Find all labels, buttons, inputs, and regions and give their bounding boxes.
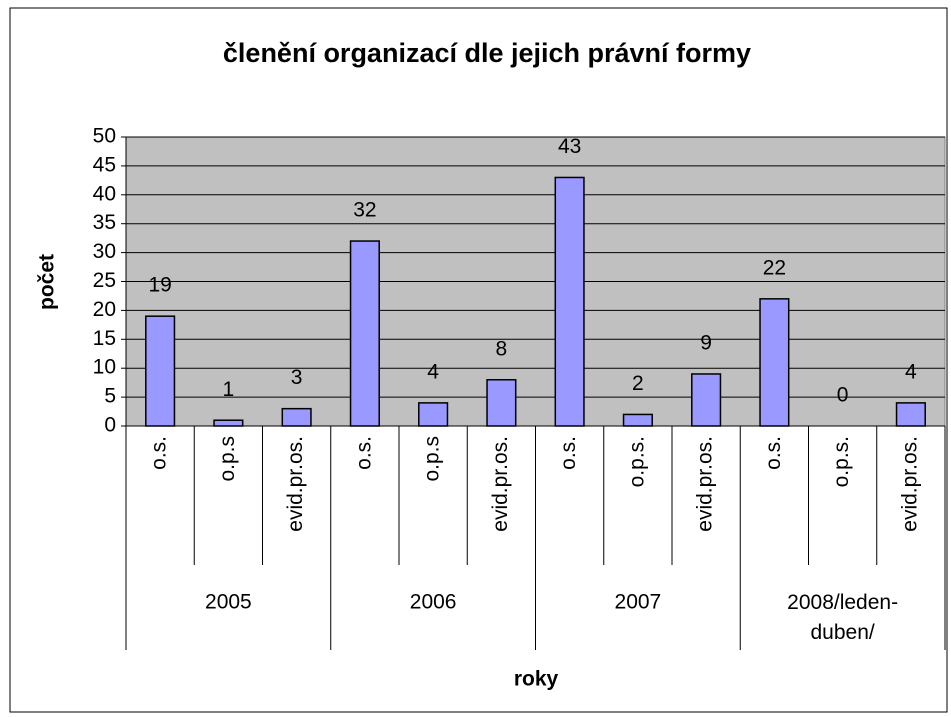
bar [691, 373, 722, 427]
data-label: 32 [353, 199, 376, 222]
y-tick-label: 50 [93, 125, 116, 148]
data-label: 43 [558, 135, 581, 158]
data-label: 22 [763, 256, 786, 279]
x-tick-label: o.p.s. [625, 436, 648, 487]
x-axis-title: roky [514, 668, 559, 691]
bar [418, 402, 449, 427]
x-tick-label: o.p.s [421, 436, 444, 482]
x-tick-label: evid.pr.os. [694, 436, 717, 532]
data-label: 9 [700, 332, 712, 355]
group-label: 2006 [410, 591, 457, 614]
data-label: 0 [837, 384, 849, 407]
bar [213, 419, 244, 427]
x-tick-label: o.s. [557, 436, 580, 470]
x-tick-label: o.p.s. [830, 436, 853, 487]
y-tick-label: 30 [93, 240, 116, 263]
group-label: 2008/leden-duben/ [787, 591, 898, 644]
data-label: 4 [427, 360, 439, 383]
y-axis-title: počet [36, 254, 59, 310]
data-label: 3 [291, 366, 303, 389]
y-tick-label: 40 [93, 182, 116, 205]
x-tick-label: evid.pr.os. [284, 436, 307, 532]
bar [349, 240, 380, 427]
x-tick-label: evid.pr.os. [898, 436, 921, 532]
bar [622, 413, 653, 427]
y-tick-label: 5 [104, 385, 116, 408]
y-tick-label: 25 [93, 269, 116, 292]
bar [759, 298, 790, 427]
y-tick-label: 0 [104, 414, 116, 437]
y-tick-label: 10 [93, 356, 116, 379]
data-label: 19 [148, 274, 171, 297]
x-tick-label: o.s. [762, 436, 785, 470]
bar [895, 402, 926, 427]
y-tick-label: 45 [93, 153, 116, 176]
x-tick-label: o.s. [148, 436, 171, 470]
x-tick-label: evid.pr.os. [489, 436, 512, 532]
data-label: 4 [905, 360, 917, 383]
bar [145, 315, 176, 427]
data-label: 1 [223, 378, 235, 401]
group-label: 2007 [615, 591, 662, 614]
y-tick-label: 15 [93, 327, 116, 350]
x-tick-label: o.s. [352, 436, 375, 470]
bar [281, 407, 312, 427]
data-label: 2 [632, 372, 644, 395]
data-label: 8 [496, 337, 508, 360]
y-tick-label: 20 [93, 298, 116, 321]
y-tick-label: 35 [93, 211, 116, 234]
bar [554, 176, 585, 427]
group-label: 2005 [205, 591, 252, 614]
bar [486, 379, 517, 427]
x-tick-label: o.p.s [216, 436, 239, 482]
chart-title: členění organizací dle jejich právní for… [223, 38, 751, 68]
